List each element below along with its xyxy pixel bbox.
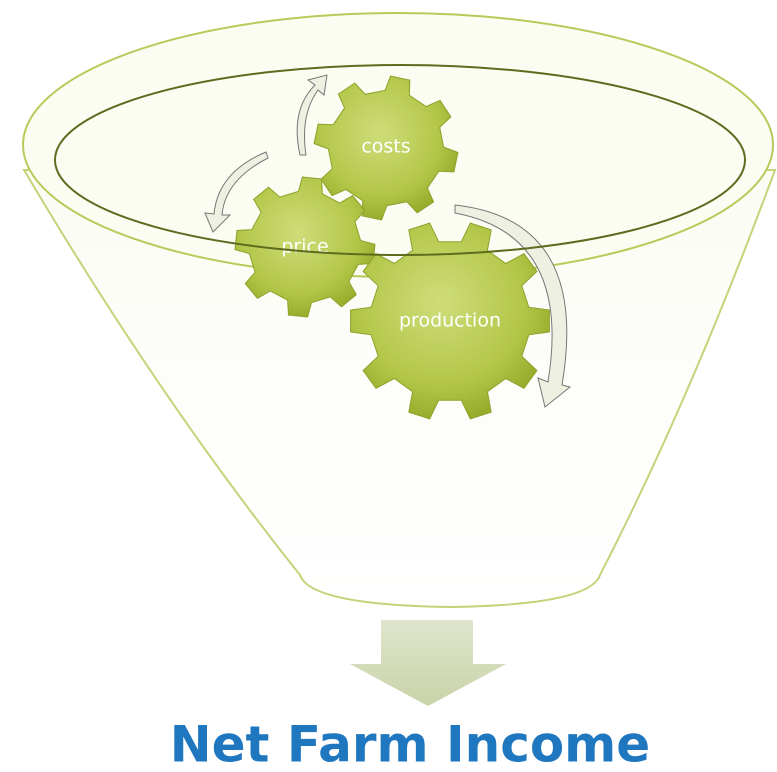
gear bbox=[234, 176, 376, 318]
cycle-arrow bbox=[454, 204, 572, 408]
funnel-body bbox=[22, 169, 777, 609]
funnel-inner-rim bbox=[54, 64, 746, 256]
cycle-arrow bbox=[204, 151, 269, 233]
gear-label: price bbox=[281, 236, 328, 258]
cycle-arrow bbox=[296, 74, 328, 156]
gear bbox=[313, 75, 459, 221]
gear-label: costs bbox=[361, 136, 410, 158]
down-arrow bbox=[350, 620, 506, 706]
output-label: Net Farm Income bbox=[170, 716, 650, 772]
gear bbox=[350, 222, 550, 420]
gear-label: production bbox=[399, 310, 501, 332]
